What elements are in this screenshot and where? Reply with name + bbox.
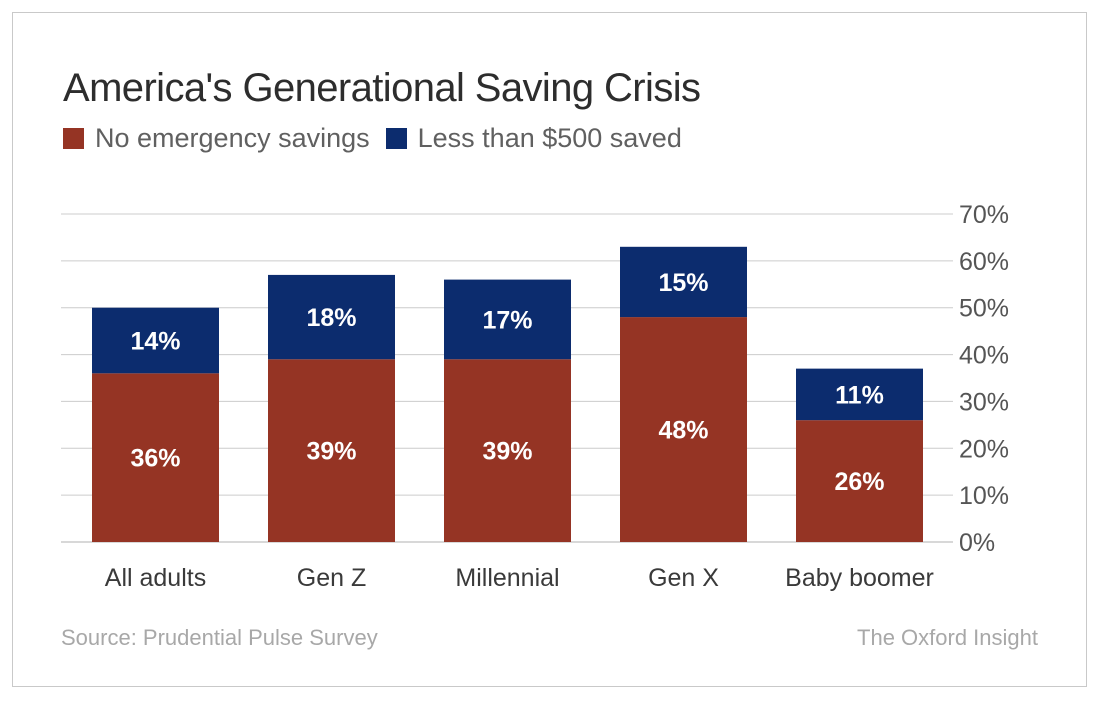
bar-label-no-emergency-savings-3: 48%	[658, 417, 708, 445]
bar-label-less-than-500-saved-3: 15%	[658, 269, 708, 297]
y-tick-label-20: 20%	[959, 435, 1009, 463]
category-label-0: All adults	[105, 564, 206, 592]
y-tick-label-60: 60%	[959, 248, 1009, 276]
bar-label-no-emergency-savings-2: 39%	[482, 438, 532, 466]
legend-item-less-than-500-saved: Less than $500 saved	[385, 122, 682, 153]
bar-no-emergency-savings-3	[620, 317, 747, 542]
bar-label-no-emergency-savings-1: 39%	[306, 438, 356, 466]
bar-less-than-500-saved-2	[444, 279, 571, 360]
source-note: Source: Prudential Pulse Survey	[61, 625, 378, 650]
bar-label-less-than-500-saved-2: 17%	[482, 306, 532, 334]
bar-label-no-emergency-savings-4: 26%	[834, 468, 884, 496]
y-tick-label-40: 40%	[959, 342, 1009, 370]
bar-less-than-500-saved-4	[796, 368, 923, 421]
y-tick-label-50: 50%	[959, 295, 1009, 323]
bar-less-than-500-saved-1	[268, 274, 395, 360]
bar-label-less-than-500-saved-0: 14%	[130, 328, 180, 356]
bar-no-emergency-savings-2	[444, 359, 571, 542]
bar-label-less-than-500-saved-4: 11%	[835, 381, 884, 409]
bar-no-emergency-savings-1	[268, 359, 395, 542]
category-label-4: Baby boomer	[785, 564, 934, 592]
chart-title: America's Generational Saving Crisis	[63, 66, 701, 110]
legend-label-no-emergency-savings: No emergency savings	[95, 122, 370, 153]
chart-legend: No emergency savings Less than $500 save…	[63, 121, 698, 155]
bar-label-no-emergency-savings-0: 36%	[130, 445, 180, 473]
y-tick-label-30: 30%	[959, 388, 1009, 416]
legend-label-less-than-500-saved: Less than $500 saved	[417, 122, 682, 153]
y-tick-label-10: 10%	[959, 482, 1009, 510]
chart-card: America's Generational Saving Crisis No …	[12, 12, 1087, 687]
y-tick-label-70: 70%	[959, 201, 1009, 229]
brand-credit: The Oxford Insight	[857, 625, 1038, 650]
bar-label-less-than-500-saved-1: 18%	[306, 304, 356, 332]
category-label-1: Gen Z	[297, 564, 366, 592]
y-tick-label-0: 0%	[959, 529, 995, 557]
bar-less-than-500-saved-3	[620, 246, 747, 318]
legend-item-no-emergency-savings: No emergency savings	[63, 122, 370, 153]
bar-no-emergency-savings-4	[796, 420, 923, 542]
category-label-3: Gen X	[648, 564, 719, 592]
legend-swatch-less-than-500-saved	[385, 127, 407, 149]
category-label-2: Millennial	[455, 564, 559, 592]
bar-no-emergency-savings-0	[92, 373, 219, 542]
stacked-bar-chart: 0% 10% 20% 30% 40% 50% 60% 70% 36% 14% All adults 3…	[61, 201, 1009, 592]
bar-less-than-500-saved-0	[92, 307, 219, 374]
legend-swatch-no-emergency-savings	[63, 127, 84, 149]
